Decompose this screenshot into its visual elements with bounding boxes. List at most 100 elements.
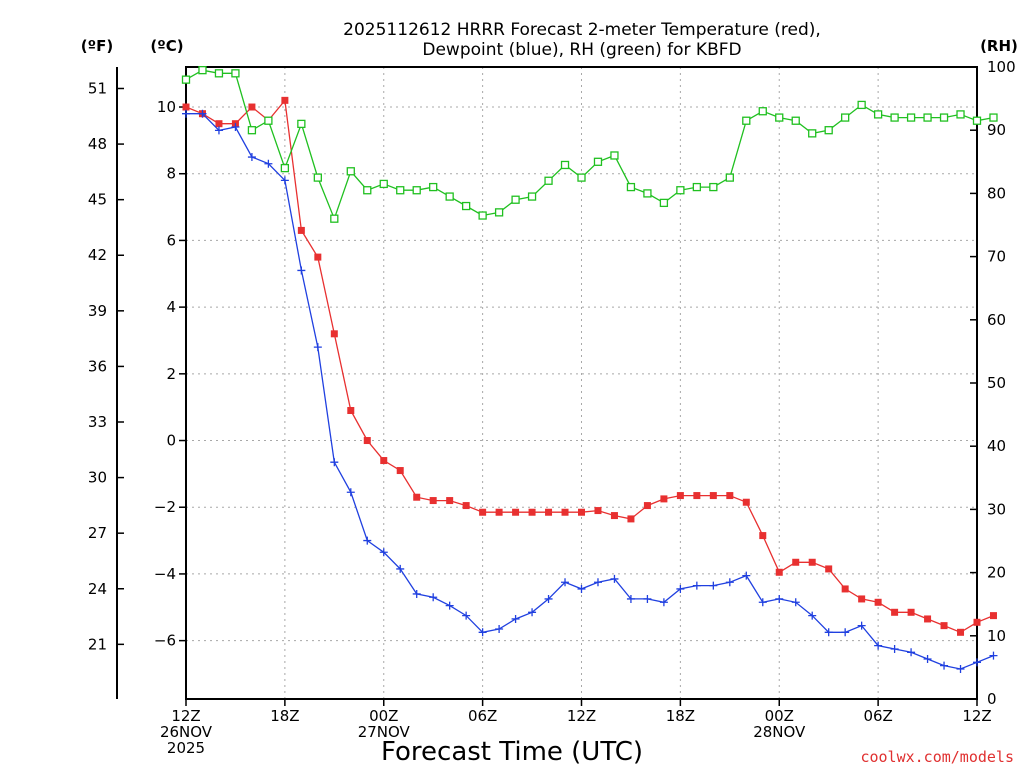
dewpoint-point (346, 488, 355, 497)
temperature-point (709, 492, 717, 500)
dewpoint-point (973, 658, 981, 667)
dewpoint-point (593, 578, 602, 587)
chart-title-line1: 2025112612 HRRR Forecast 2-meter Tempera… (343, 20, 821, 40)
rh-point (775, 113, 784, 122)
fahrenheit-tick-label: 33 (88, 413, 107, 431)
rh-point (429, 182, 438, 192)
rh-point (841, 113, 850, 122)
dewpoint-point (379, 548, 388, 557)
rh-tick-label: 30 (987, 500, 1006, 518)
rh-point (626, 182, 636, 192)
time-tick-label: 12Z (567, 707, 596, 725)
dewpoint-point (495, 624, 504, 633)
rh-point (544, 176, 553, 185)
rh-point (560, 160, 570, 170)
dewpoint-line (186, 113, 994, 670)
temperature-point (610, 512, 618, 520)
temperature-point (314, 253, 322, 261)
dewpoint-point (561, 578, 570, 587)
rh-point (593, 157, 603, 166)
rh-point (873, 110, 883, 119)
temperature-point (858, 595, 866, 603)
time-tick-label: 00Z (765, 707, 794, 725)
dewpoint-point (462, 611, 471, 620)
temperature-point (989, 612, 997, 620)
temperature-point (775, 568, 783, 576)
temperature-point (726, 492, 734, 500)
fahrenheit-tick-label: 27 (88, 524, 107, 542)
rh-point (824, 126, 833, 135)
rh-point (972, 116, 982, 125)
celsius-tick-label: 4 (166, 298, 176, 316)
temperature-point (742, 498, 750, 506)
rh-point (676, 186, 685, 195)
x-axis-label: Forecast Time (UTC) (381, 737, 643, 767)
dewpoint-point (528, 608, 537, 617)
temperature-point (215, 120, 223, 128)
temperature-point (825, 565, 833, 573)
temperature-point (940, 622, 948, 630)
temperature-point (924, 615, 932, 623)
temperature-point (182, 103, 190, 111)
time-tick-label: 28NOV (753, 723, 806, 741)
temperature-point (396, 467, 404, 475)
rh-point (709, 182, 718, 192)
dewpoint-point (313, 343, 322, 352)
rh-tick-label: 70 (987, 248, 1006, 266)
temperature-point (841, 585, 849, 593)
credit-text[interactable]: coolwx.com/models (860, 748, 1014, 766)
time-tick-label: 12Z (171, 707, 200, 725)
celsius-tick-label: −4 (154, 565, 176, 583)
plot-frame (185, 66, 978, 700)
time-tick-label: 27NOV (358, 723, 411, 741)
dewpoint-point (923, 654, 932, 663)
rh-point (758, 107, 767, 116)
rh-point (791, 116, 800, 125)
rh-point (264, 116, 273, 125)
rh-point (445, 192, 454, 201)
rh-point (313, 173, 322, 182)
dewpoint-point (676, 584, 685, 593)
temperature-point (808, 558, 816, 566)
rh-tick-label: 100 (987, 58, 1016, 76)
time-tick-label: 18Z (270, 707, 299, 725)
rh-point (956, 110, 965, 119)
time-tick-label: 26NOV (160, 723, 213, 741)
rh-point (330, 214, 339, 223)
rh-point (494, 208, 504, 217)
dewpoint-point (857, 621, 866, 630)
temperature-point (380, 457, 388, 465)
dewpoint-point (478, 628, 487, 637)
temperature-point (973, 618, 981, 626)
temperature-point (479, 508, 487, 516)
rh-line (185, 69, 994, 221)
celsius-tick-label: 2 (166, 365, 176, 383)
rh-point (297, 119, 306, 129)
fahrenheit-tick-label: 48 (88, 135, 107, 153)
rh-point (923, 113, 932, 122)
dewpoint-point (511, 614, 520, 623)
gridlines (186, 67, 977, 699)
dewpoint-point (445, 601, 454, 610)
rh-axis-unit: (RH) (980, 37, 1018, 55)
dewpoint-point (841, 628, 850, 637)
rh-point (659, 198, 669, 208)
dewpoint-point (544, 594, 553, 603)
temperature-line (185, 98, 994, 634)
temperature-point (528, 508, 536, 516)
dewpoint-point (297, 266, 306, 275)
rh-point (461, 201, 471, 211)
celsius-tick-label: 8 (166, 165, 176, 183)
temperature-point (330, 330, 338, 338)
time-tick-label: 18Z (666, 707, 695, 725)
dewpoint-point (956, 664, 965, 673)
dewpoint-point (412, 589, 421, 598)
temperature-point (594, 507, 602, 515)
time-tick-label: 06Z (468, 707, 497, 725)
rh-point (692, 182, 702, 192)
fahrenheit-tick-label: 21 (88, 635, 107, 653)
dewpoint-point (231, 123, 240, 132)
temperature-point (512, 508, 520, 516)
